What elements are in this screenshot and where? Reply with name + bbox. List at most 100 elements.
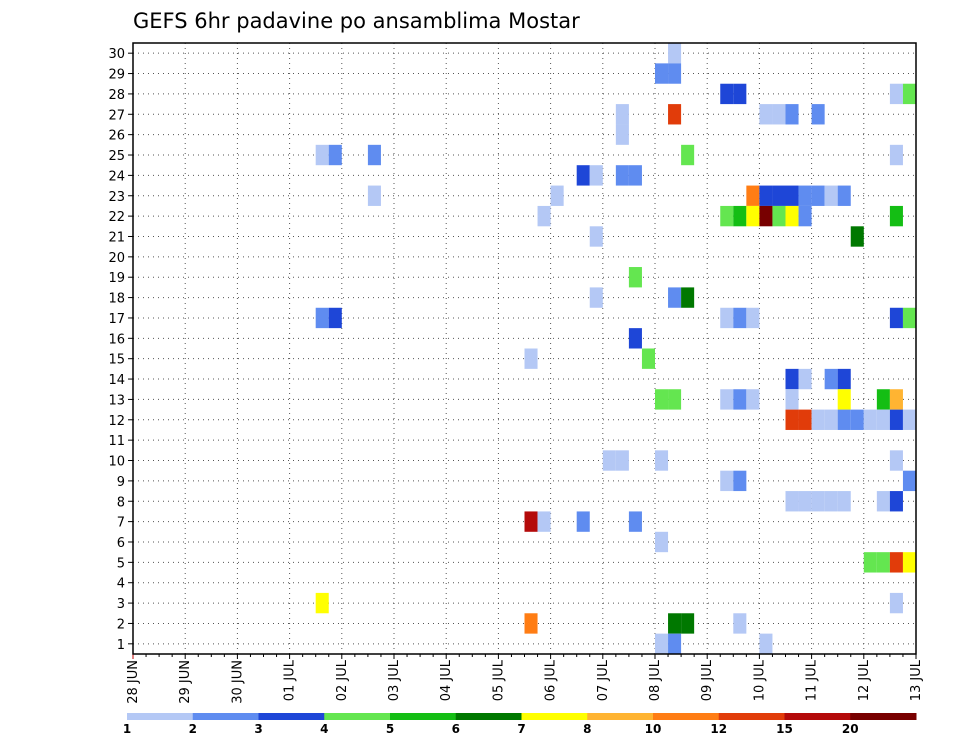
x-tick-label: 29 JUN <box>178 660 193 704</box>
precip-cell <box>759 185 773 206</box>
y-tick-label: 17 <box>108 312 125 327</box>
precip-cell <box>615 124 629 145</box>
precip-cell <box>681 287 695 308</box>
precip-cell <box>824 491 838 512</box>
precip-cell <box>889 450 903 471</box>
precip-cell <box>733 613 747 634</box>
precip-cell <box>811 185 825 206</box>
precip-cell <box>720 307 734 329</box>
precip-cell <box>837 368 851 390</box>
y-tick-label: 22 <box>108 210 125 225</box>
precip-cell <box>811 104 825 125</box>
precip-cell <box>720 389 734 410</box>
x-tick-label: 12 JUL <box>857 659 872 701</box>
precip-cell <box>746 185 760 206</box>
y-tick-label: 28 <box>108 88 125 103</box>
precip-cell <box>785 409 799 430</box>
precip-cell <box>733 205 747 227</box>
y-tick-label: 16 <box>108 332 125 347</box>
precip-cell <box>328 307 342 329</box>
color-swatch <box>390 713 457 720</box>
precip-cell <box>537 511 551 532</box>
precip-cell <box>889 307 903 329</box>
precip-cell <box>615 104 629 125</box>
precip-cell <box>889 83 903 105</box>
precip-cell <box>589 226 603 247</box>
precip-cell <box>902 307 916 329</box>
precip-cell <box>876 552 890 573</box>
precip-cell <box>668 389 682 410</box>
y-tick-label: 18 <box>108 292 125 307</box>
color-scale-label: 6 <box>452 722 460 736</box>
color-scale-label: 1 <box>123 722 131 736</box>
y-tick-label: 8 <box>117 495 125 510</box>
color-swatch <box>521 713 588 720</box>
precip-cell <box>889 389 903 410</box>
precip-cell <box>668 43 682 64</box>
color-scale: 1 2 3 4 5 6 7 8 10 12 15 20 <box>123 713 917 736</box>
precip-cell <box>837 409 851 430</box>
precip-cell <box>576 511 590 532</box>
color-scale-label: 4 <box>320 722 328 736</box>
precip-cell <box>798 185 812 206</box>
precip-cell <box>811 409 825 430</box>
precip-cell <box>668 287 682 308</box>
precip-cell <box>655 531 669 553</box>
y-tick-label: 6 <box>117 536 125 551</box>
color-swatch <box>784 713 851 720</box>
precip-cell <box>798 368 812 390</box>
y-tick-label: 14 <box>108 373 125 388</box>
precip-cell <box>902 409 916 430</box>
precip-cell <box>628 165 642 186</box>
x-tick-label: 06 JUL <box>544 659 559 701</box>
color-swatch <box>127 713 194 720</box>
y-tick-label: 25 <box>108 149 125 164</box>
y-tick-label: 12 <box>108 414 125 429</box>
precip-cell <box>785 185 799 206</box>
precip-cell <box>772 185 786 206</box>
color-scale-label: 3 <box>254 722 262 736</box>
precip-cell <box>315 592 329 614</box>
x-tick-label: 04 JUL <box>439 659 454 701</box>
precip-cell <box>720 470 734 492</box>
precip-cell <box>602 450 616 471</box>
precip-cell <box>746 389 760 410</box>
precip-cell <box>785 104 799 125</box>
precip-cell <box>889 144 903 166</box>
color-swatch <box>587 713 654 720</box>
y-tick-label: 9 <box>117 475 125 490</box>
y-tick-label: 3 <box>117 597 125 612</box>
precip-cell <box>746 205 760 227</box>
precip-cell <box>733 83 747 105</box>
y-tick-label: 30 <box>108 47 125 62</box>
x-axis: 28 JUN 29 JUN 30 JUN 01 JUL 02 JUL 03 JUL 04 J… <box>126 654 924 704</box>
color-scale-label: 5 <box>386 722 394 736</box>
precip-cells <box>315 43 916 654</box>
precip-cell <box>902 470 916 492</box>
precip-cell <box>746 307 760 329</box>
color-scale-label: 20 <box>842 722 859 736</box>
precip-cell <box>668 633 682 654</box>
color-swatch <box>192 713 259 720</box>
y-tick-label: 7 <box>117 516 125 531</box>
x-tick-label: 30 JUN <box>230 660 245 704</box>
precip-cell <box>655 63 669 84</box>
y-tick-label: 4 <box>117 577 125 592</box>
x-tick-label: 01 JUL <box>283 659 298 701</box>
precip-cell <box>824 185 838 206</box>
precip-cell <box>837 185 851 206</box>
precip-cell <box>759 104 773 125</box>
precip-cell <box>668 104 682 125</box>
x-tick-label: 02 JUL <box>335 659 350 701</box>
precip-cell <box>889 552 903 573</box>
precip-cell <box>850 226 864 247</box>
precip-cell <box>628 267 642 288</box>
precip-cell <box>681 613 695 634</box>
chart-title: GEFS 6hr padavine po ansamblima Mostar <box>133 9 580 33</box>
precip-cell <box>863 552 877 573</box>
color-swatch <box>653 713 720 720</box>
x-tick-label: 28 JUN <box>126 660 141 704</box>
plot-frame <box>132 42 917 655</box>
precip-cell <box>785 491 799 512</box>
